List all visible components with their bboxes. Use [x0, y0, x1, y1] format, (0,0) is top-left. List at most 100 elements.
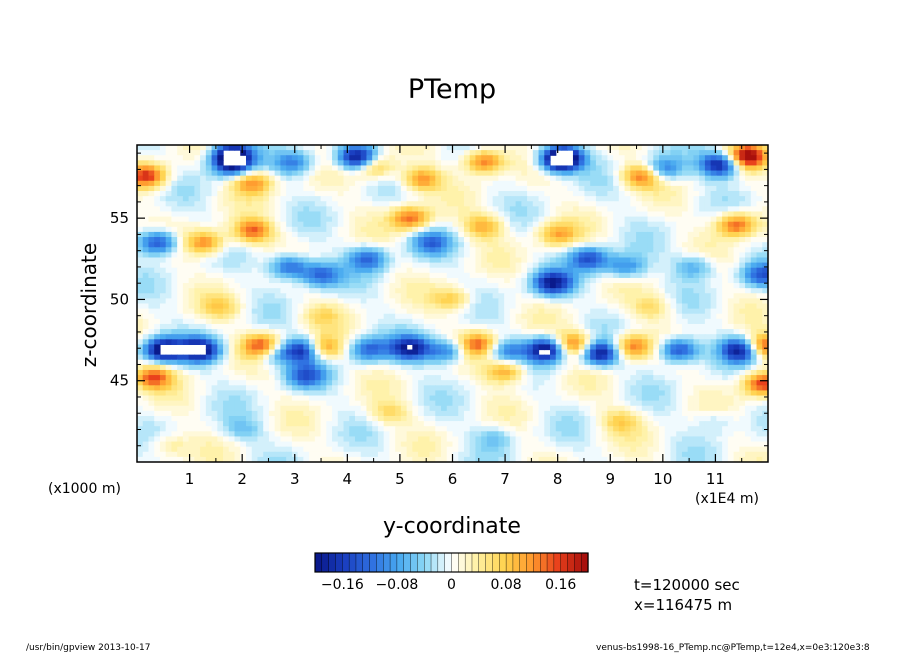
heatmap-cell — [418, 191, 425, 197]
heatmap-cell — [544, 196, 551, 202]
heatmap-cell — [395, 196, 402, 202]
heatmap-cell — [148, 293, 155, 299]
heatmap-cell — [349, 359, 356, 366]
heatmap-cell — [188, 257, 195, 264]
heatmap-cell — [349, 334, 356, 340]
heatmap-cell — [159, 298, 167, 305]
heatmap-cell — [297, 196, 304, 202]
heatmap-cell — [263, 170, 270, 177]
heatmap-cell — [664, 196, 672, 202]
heatmap-cell — [257, 359, 264, 366]
heatmap-cell — [171, 191, 178, 197]
heatmap-cell — [377, 369, 385, 376]
heatmap-cell — [664, 211, 672, 218]
heatmap-cell — [240, 247, 247, 253]
heatmap-cell — [653, 313, 660, 320]
heatmap-cell — [200, 288, 207, 294]
heatmap-cell — [257, 375, 264, 381]
heatmap-cell — [452, 308, 459, 315]
heatmap-cell — [710, 191, 717, 197]
heatmap-cell — [498, 349, 505, 356]
heatmap-cell — [458, 267, 465, 274]
heatmap-cell — [463, 329, 471, 335]
heatmap-cell — [624, 155, 631, 161]
heatmap-cell — [320, 344, 327, 351]
heatmap-cell — [722, 277, 729, 284]
heatmap-cell — [584, 231, 591, 238]
heatmap-cell — [653, 211, 660, 218]
heatmap-cell — [326, 329, 333, 335]
heatmap-cell — [389, 226, 396, 233]
heatmap-cell — [406, 237, 413, 243]
heatmap-cell — [154, 262, 161, 269]
heatmap-cell — [509, 318, 517, 325]
heatmap-cell — [561, 257, 568, 264]
heatmap-cell — [704, 242, 712, 248]
heatmap-cell — [676, 196, 683, 202]
heatmap-cell — [240, 375, 247, 381]
heatmap-cell — [647, 308, 654, 315]
heatmap-cell — [498, 313, 505, 320]
heatmap-cell — [274, 247, 282, 253]
heatmap-cell — [745, 257, 752, 264]
heatmap-cell — [142, 288, 150, 294]
heatmap-cell — [205, 226, 213, 233]
heatmap-cell — [268, 267, 276, 274]
heatmap-cell — [200, 375, 207, 381]
heatmap-cell — [159, 318, 167, 325]
heatmap-cell — [590, 359, 597, 366]
heatmap-cell — [257, 155, 264, 161]
heatmap-cell — [544, 221, 551, 228]
heatmap-cell — [412, 170, 419, 177]
heatmap-cell — [137, 349, 144, 356]
heatmap-cell — [263, 323, 270, 330]
heatmap-cell — [217, 155, 224, 161]
heatmap-cell — [251, 303, 259, 310]
heatmap-cell — [383, 257, 390, 264]
heatmap-cell — [142, 216, 150, 223]
heatmap-cell — [647, 206, 654, 213]
heatmap-cell — [590, 303, 597, 310]
heatmap-cell — [200, 354, 207, 361]
heatmap-cell — [228, 293, 236, 299]
heatmap-cell — [452, 313, 459, 320]
heatmap-cell — [309, 216, 316, 223]
heatmap-cell — [406, 318, 413, 325]
heatmap-cell — [469, 329, 477, 335]
heatmap-cell — [693, 252, 700, 259]
heatmap-cell — [664, 237, 672, 243]
heatmap-cell — [504, 170, 511, 177]
heatmap-cell — [205, 375, 213, 381]
heatmap-cell — [200, 262, 207, 269]
heatmap-cell — [360, 221, 368, 228]
heatmap-cell — [320, 349, 327, 356]
heatmap-cell — [641, 313, 649, 320]
heatmap-cell — [527, 175, 534, 182]
heatmap-cell — [297, 344, 304, 351]
heatmap-cell — [756, 257, 763, 264]
heatmap-cell — [211, 252, 218, 259]
heatmap-cell — [205, 359, 213, 366]
heatmap-cell — [567, 201, 574, 207]
heatmap-cell — [618, 252, 626, 259]
heatmap-cell — [756, 226, 763, 233]
heatmap-cell — [205, 231, 213, 238]
heatmap-cell — [245, 201, 253, 207]
heatmap-cell — [584, 155, 591, 161]
heatmap-cell — [561, 221, 568, 228]
heatmap-cell — [240, 191, 247, 197]
heatmap-cell — [699, 329, 706, 335]
heatmap-cell — [636, 180, 643, 187]
heatmap-cell — [228, 323, 236, 330]
heatmap-cell — [653, 196, 660, 202]
heatmap-cell — [309, 277, 316, 284]
heatmap-cell — [137, 237, 144, 243]
heatmap-cell — [314, 170, 322, 177]
heatmap-cell — [435, 226, 442, 233]
heatmap-cell — [492, 288, 499, 294]
heatmap-cell — [217, 323, 224, 330]
heatmap-cell — [624, 257, 631, 264]
heatmap-cell — [177, 364, 184, 371]
heatmap-cell — [509, 185, 517, 192]
heatmap-cell — [377, 237, 385, 243]
